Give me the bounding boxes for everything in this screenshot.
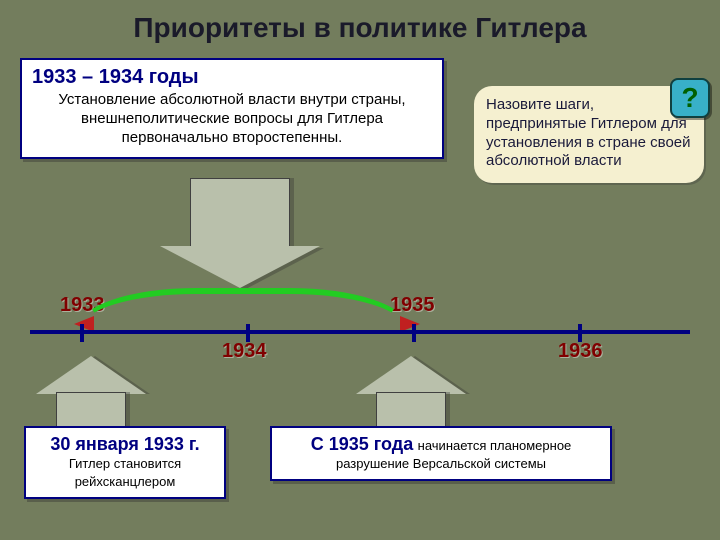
- down-arrow-head: [160, 246, 320, 288]
- event-box-1933: 30 января 1933 г. Гитлер становится рейх…: [24, 426, 226, 499]
- down-arrow-stem: [190, 178, 290, 248]
- event-1933-text: Гитлер становится рейхсканцлером: [69, 456, 181, 489]
- event-1935-date: С 1935 года: [311, 434, 414, 454]
- period-box: 1933 – 1934 годы Установление абсолютной…: [20, 58, 444, 159]
- timeline-arc: [78, 288, 408, 368]
- period-desc: Установление абсолютной власти внутри ст…: [32, 89, 432, 147]
- question-icon: ?: [670, 78, 710, 118]
- up-arrow-left-head: [36, 356, 146, 394]
- timeline-tick: [412, 324, 416, 342]
- page-title: Приоритеты в политике Гитлера: [0, 0, 720, 52]
- year-label-1936: 1936: [558, 340, 603, 363]
- event-box-1935: С 1935 года начинается планомерное разру…: [270, 426, 612, 481]
- event-1933-date: 30 января 1933 г.: [50, 434, 199, 454]
- up-arrow-right-stem: [376, 392, 446, 428]
- up-arrow-right-head: [356, 356, 466, 394]
- period-years: 1933 – 1934 годы: [32, 66, 432, 89]
- up-arrow-left-stem: [56, 392, 126, 428]
